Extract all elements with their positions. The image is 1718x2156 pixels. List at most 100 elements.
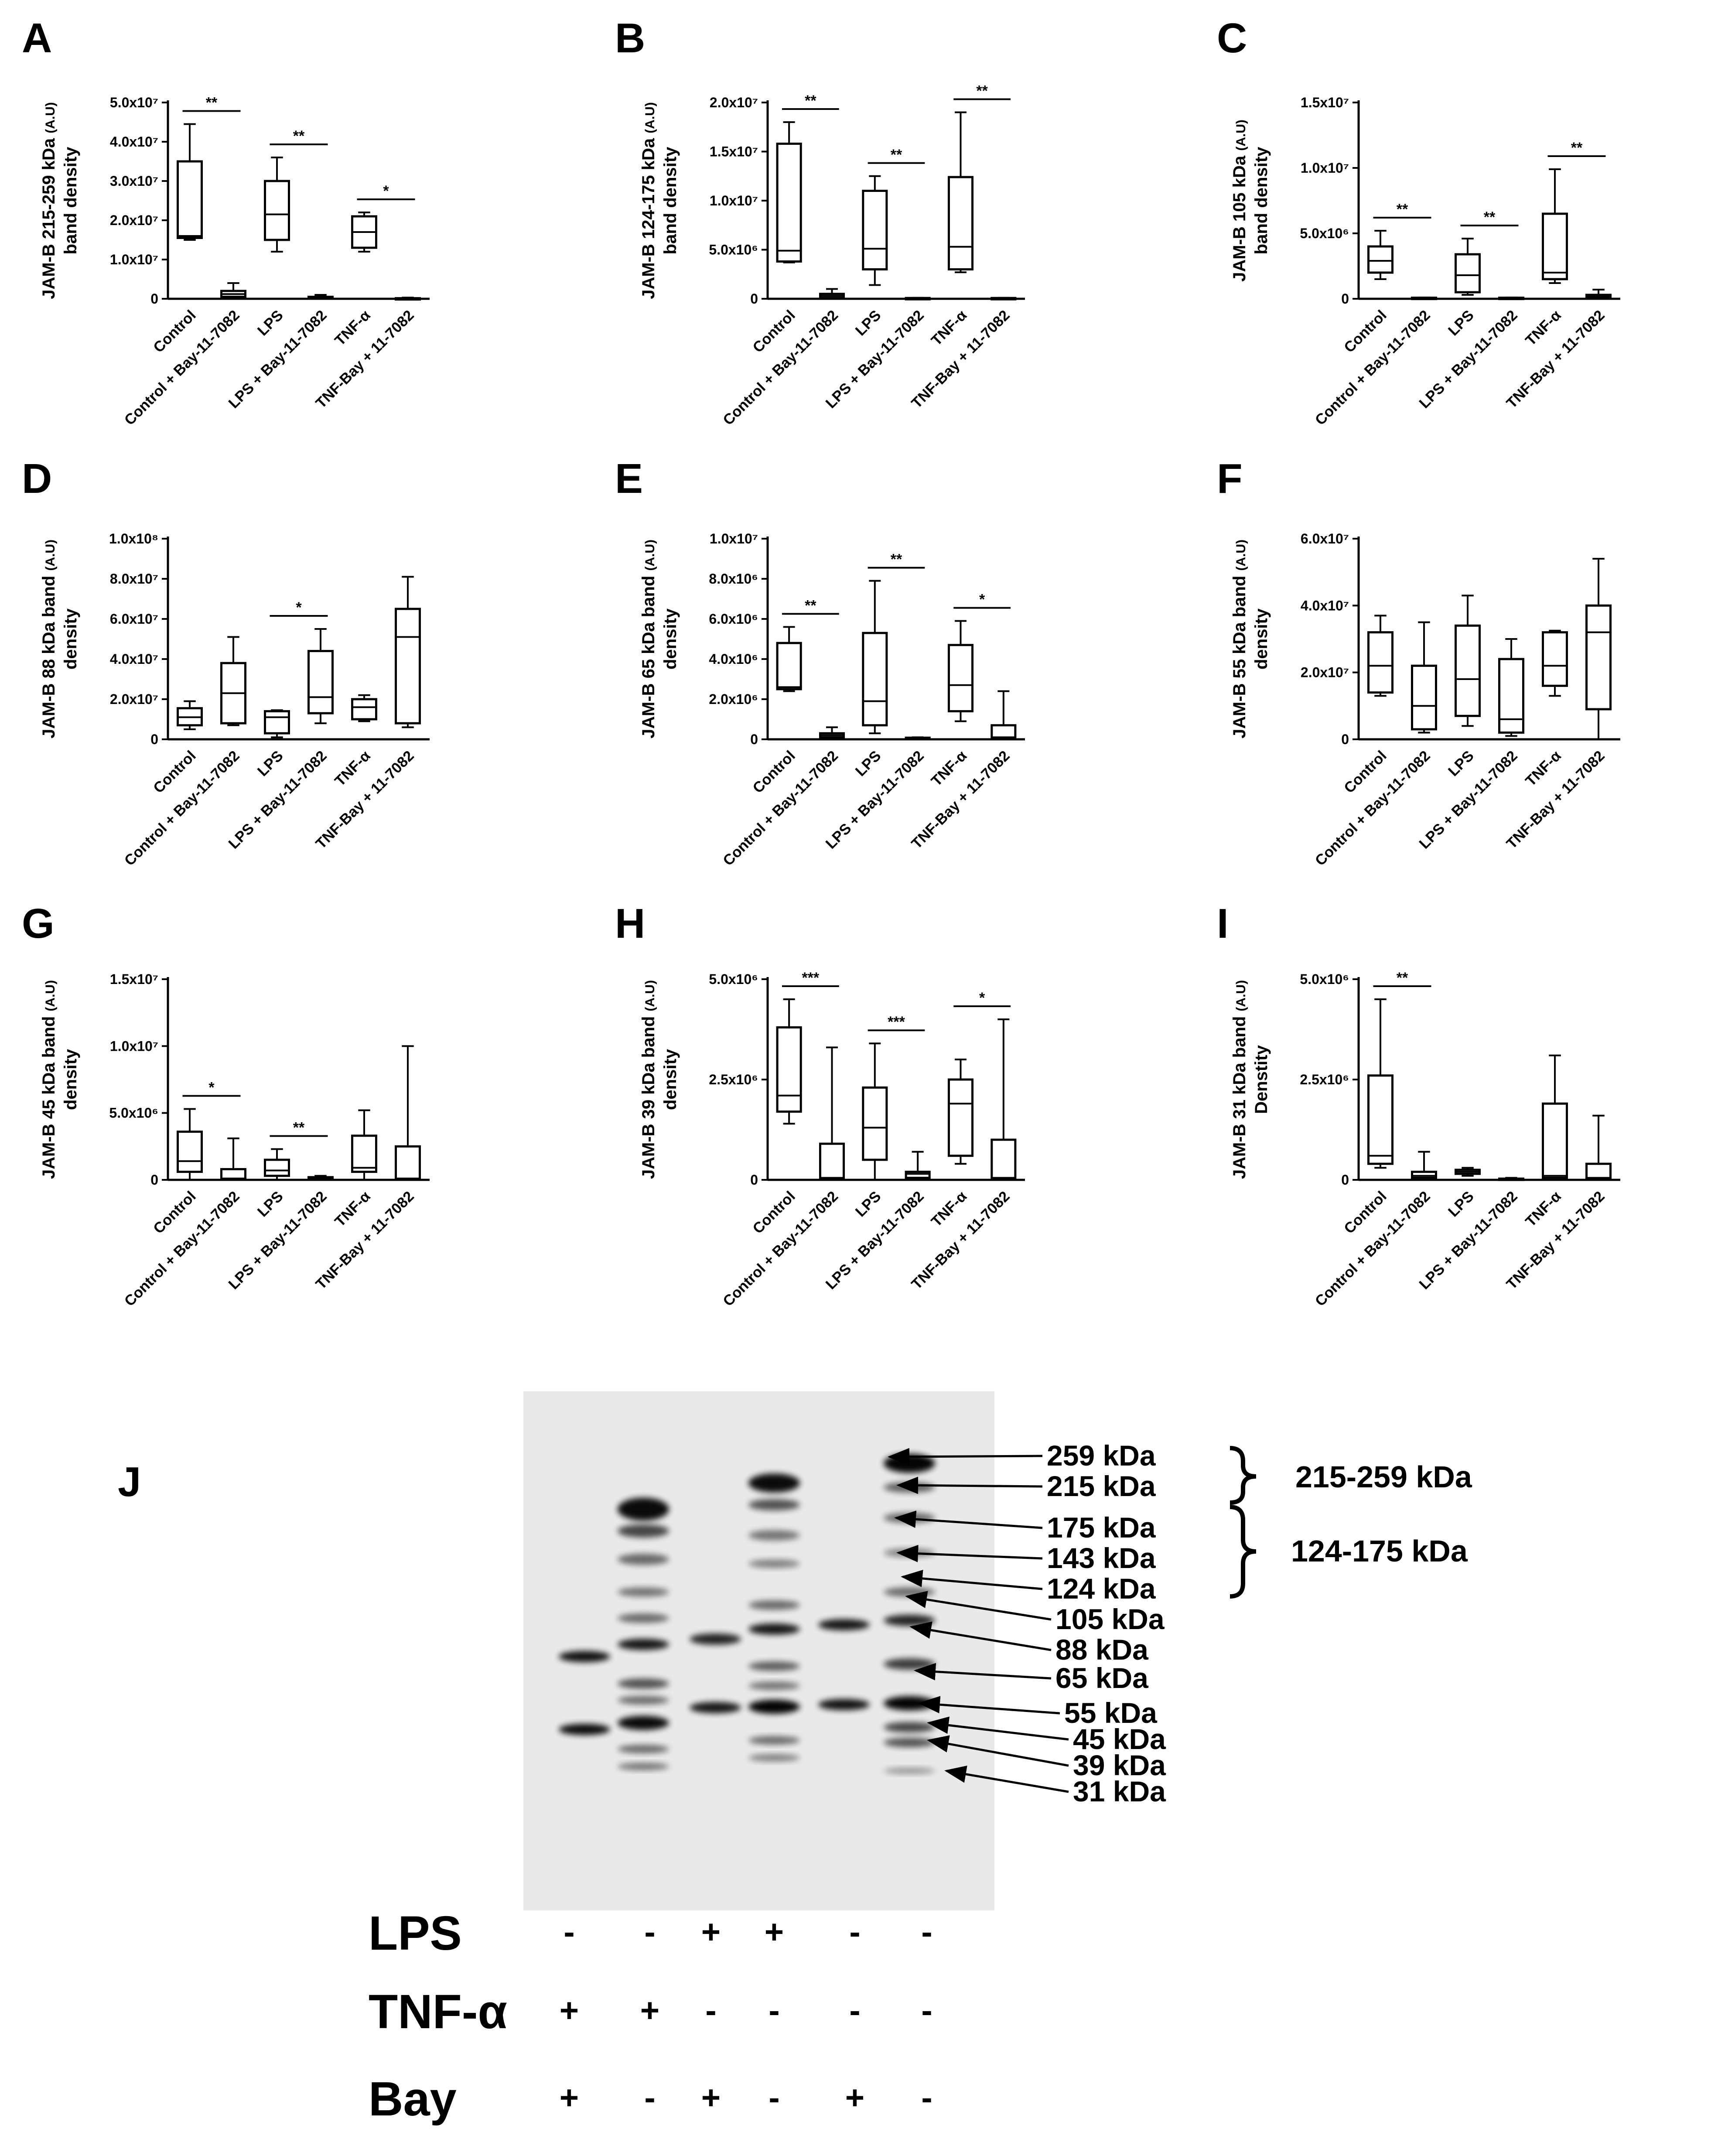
blot-band — [618, 1763, 669, 1770]
blot-band — [618, 1639, 669, 1650]
marker-label: 143 kDa — [1047, 1542, 1156, 1574]
significance-label: ** — [976, 83, 988, 99]
box-6 — [990, 297, 1017, 301]
y-tick-label: 6.0x10⁷ — [110, 611, 158, 627]
box-6 — [990, 1018, 1017, 1181]
treatment-row-2: TNF-α + + - - - - — [369, 1985, 932, 2039]
box-4 — [307, 294, 334, 300]
chart-panel-b: B JAM-B 124-175 kDa (A.U) band density 0 5.0… — [615, 15, 1025, 429]
x-category-label: LPS — [254, 1188, 287, 1220]
y-tick-label: 8.0x10⁷ — [110, 571, 158, 587]
marker-arrow — [888, 1448, 1043, 1466]
treatment-sign: - — [921, 1992, 932, 2029]
significance-label: ** — [805, 597, 816, 614]
blot-band — [690, 1702, 741, 1713]
y-tick-label: 0 — [1341, 1172, 1349, 1188]
significance-label: ** — [1397, 201, 1408, 218]
y-tick-label: 3.0x10⁷ — [110, 173, 158, 189]
y-axis-label-line2: band density — [61, 147, 80, 254]
x-category-label: TNF-α — [331, 307, 373, 349]
significance-label: *** — [888, 1014, 905, 1030]
box-6 — [395, 1045, 421, 1181]
significance-label: *** — [802, 970, 819, 986]
treatment-sign: - — [564, 1913, 574, 1951]
y-axis-label-line2: band density — [1252, 147, 1271, 254]
blot-band — [884, 1615, 935, 1626]
marker-label: 105 kDa — [1055, 1603, 1165, 1635]
marker-label: 65 kDa — [1055, 1662, 1149, 1694]
x-category-label: LPS — [852, 748, 885, 780]
y-axis-label-line1: JAM-B 55 kDa band — [1230, 571, 1249, 739]
y-tick-label: 5.0x10⁶ — [709, 971, 758, 987]
box-3 — [862, 175, 888, 286]
box-3 — [862, 1042, 888, 1181]
blot-band — [818, 1619, 870, 1630]
box-iqr — [1542, 1102, 1568, 1179]
y-tick-label: 4.0x10⁶ — [709, 651, 758, 667]
marker-label: 259 kDa — [1047, 1439, 1156, 1472]
y-tick-label: 2.5x10⁶ — [1300, 1072, 1349, 1087]
box-iqr — [1542, 631, 1568, 687]
box-iqr — [177, 1131, 203, 1173]
y-axis-unit: (A.U) — [643, 540, 657, 571]
marker-arrow — [914, 1663, 1052, 1681]
y-axis-label-line2: density — [661, 608, 680, 670]
box-iqr — [1498, 658, 1524, 734]
marker-arrow — [927, 1735, 1069, 1767]
marker-arrow — [927, 1716, 1069, 1741]
y-axis-label: JAM-B 88 kDa band (A.U) density — [39, 540, 80, 738]
box-iqr — [264, 1158, 290, 1177]
y-tick-label: 2.0x10⁷ — [110, 691, 158, 707]
x-category-label: LPS — [1445, 307, 1477, 339]
blot-band — [748, 1699, 800, 1714]
treatment-table: LPS - - + + - - TNF-α + + - - - - Bay + - + - + - — [369, 1907, 932, 2126]
box-iqr — [947, 1078, 974, 1157]
blot-band — [618, 1745, 669, 1753]
y-tick-label: 8.0x10⁶ — [709, 571, 758, 587]
box-1 — [177, 123, 203, 241]
y-tick-label: 6.0x10⁶ — [709, 611, 758, 627]
treatment-row-1: LPS - - + + - - — [369, 1907, 932, 1960]
blot-band — [748, 1754, 800, 1762]
box-1 — [177, 700, 203, 730]
box-iqr — [1411, 1171, 1437, 1179]
marker-label: 215 kDa — [1047, 1470, 1156, 1502]
y-tick-label: 2.0x10⁶ — [709, 691, 758, 707]
range-label-215-259: 215-259 kDa — [1295, 1460, 1472, 1494]
brace-215-259 — [1230, 1446, 1257, 1505]
treatment-sign: + — [640, 1992, 659, 2029]
box-iqr — [776, 143, 802, 263]
box-iqr — [990, 724, 1017, 740]
blot-lane-2 — [618, 1497, 669, 1770]
y-axis-label-line2: density — [1252, 608, 1271, 670]
chart-panel-i: I JAM-B 31 kDa band (A.U) Denstity 0 2.5x10⁶… — [1217, 900, 1620, 1310]
y-tick-label: 6.0x10⁷ — [1301, 531, 1349, 547]
y-tick-label: 1.0x10⁷ — [110, 252, 158, 267]
x-category-label: TNF-α — [928, 1188, 970, 1230]
blot-band — [884, 1587, 935, 1597]
box-4 — [905, 736, 931, 740]
y-tick-label: 1.5x10⁷ — [110, 971, 158, 987]
panel-letter: B — [615, 15, 645, 62]
box-iqr — [905, 1171, 931, 1179]
y-tick-label: 0 — [750, 731, 758, 747]
box-3 — [1455, 1167, 1481, 1177]
y-tick-label: 0 — [150, 731, 158, 747]
x-category-label: TNF-α — [331, 1188, 373, 1230]
treatment-sign: - — [644, 1913, 655, 1951]
box-3 — [1455, 238, 1481, 296]
treatment-sign: + — [845, 2079, 864, 2116]
marker-label: 175 kDa — [1047, 1511, 1156, 1544]
box-6 — [1585, 558, 1612, 740]
marker-arrow — [901, 1569, 1043, 1590]
box-iqr — [264, 710, 290, 735]
significance-label: ** — [891, 551, 902, 568]
treatment-sign: - — [644, 2079, 655, 2116]
significance-label: ** — [1397, 970, 1408, 986]
box-6 — [395, 297, 421, 301]
box-6 — [1585, 289, 1612, 300]
chart-panel-f: F JAM-B 55 kDa band (A.U) density 0 2.0x10⁷ 4… — [1217, 455, 1620, 869]
box-2 — [220, 636, 246, 726]
